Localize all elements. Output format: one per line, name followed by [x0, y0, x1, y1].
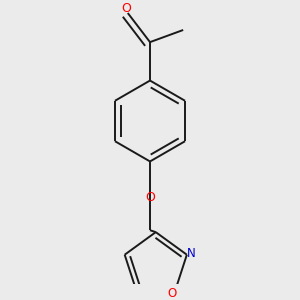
Text: O: O [167, 287, 176, 300]
Text: N: N [187, 247, 196, 260]
Text: O: O [121, 2, 131, 15]
Text: O: O [145, 191, 155, 204]
